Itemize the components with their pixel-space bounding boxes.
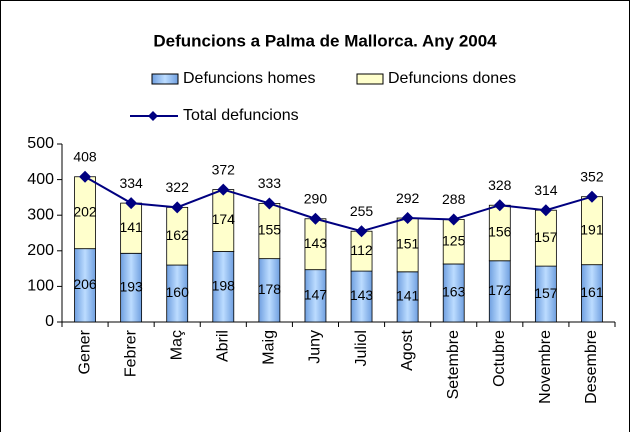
data-label: 191 bbox=[580, 221, 604, 237]
data-label: 174 bbox=[212, 211, 236, 227]
x-tick-label: Octubre bbox=[491, 330, 508, 387]
x-tick-label: Setembre bbox=[445, 330, 462, 399]
y-tick-label: 500 bbox=[27, 135, 54, 152]
data-label: 157 bbox=[534, 229, 558, 245]
x-tick-label: Febrer bbox=[122, 329, 139, 377]
data-label: 157 bbox=[534, 285, 558, 301]
data-label: 372 bbox=[212, 161, 236, 177]
line-marker bbox=[493, 199, 506, 212]
data-label: 156 bbox=[488, 224, 512, 240]
line-marker bbox=[585, 190, 598, 203]
data-label: 141 bbox=[396, 288, 420, 304]
data-label: 206 bbox=[73, 276, 97, 292]
x-tick-label: Agost bbox=[399, 329, 416, 370]
data-label: 161 bbox=[580, 284, 604, 300]
line-marker bbox=[217, 183, 230, 196]
data-label: 322 bbox=[166, 179, 190, 195]
data-label: 193 bbox=[119, 278, 143, 294]
line-marker bbox=[309, 212, 322, 225]
y-tick-label: 200 bbox=[27, 242, 54, 259]
x-tick-label: Juny bbox=[307, 330, 324, 364]
data-label: 255 bbox=[350, 203, 374, 219]
data-label: 202 bbox=[73, 203, 97, 219]
data-label: 328 bbox=[488, 177, 512, 193]
line-marker bbox=[355, 225, 368, 238]
data-label: 314 bbox=[534, 182, 558, 198]
line-marker bbox=[539, 204, 552, 217]
line-marker bbox=[171, 201, 184, 214]
line-marker bbox=[79, 170, 92, 183]
data-label: 334 bbox=[119, 175, 143, 191]
data-label: 147 bbox=[304, 287, 328, 303]
data-label: 163 bbox=[442, 284, 466, 300]
chart-title: Defuncions a Palma de Mallorca. Any 2004 bbox=[153, 31, 497, 50]
y-tick-label: 300 bbox=[27, 206, 54, 223]
data-label: 198 bbox=[212, 277, 236, 293]
x-tick-label: Maç bbox=[168, 330, 185, 360]
data-label: 288 bbox=[442, 191, 466, 207]
legend-label: Total defuncions bbox=[183, 107, 299, 124]
line-marker bbox=[125, 197, 138, 210]
legend-label: Defuncions dones bbox=[388, 70, 516, 87]
line-marker bbox=[401, 212, 414, 225]
data-label: 333 bbox=[258, 175, 282, 191]
data-label: 151 bbox=[396, 236, 420, 252]
x-tick-label: Abril bbox=[215, 330, 232, 362]
x-tick-label: Maig bbox=[261, 330, 278, 365]
x-tick-label: Gener bbox=[76, 329, 93, 374]
data-label: 160 bbox=[166, 284, 190, 300]
y-tick-label: 100 bbox=[27, 278, 54, 295]
data-label: 112 bbox=[350, 242, 373, 258]
line-marker bbox=[447, 213, 460, 226]
data-label: 141 bbox=[119, 219, 143, 235]
data-label: 290 bbox=[304, 190, 328, 206]
data-label: 292 bbox=[396, 190, 420, 206]
data-label: 155 bbox=[258, 222, 282, 238]
data-label: 172 bbox=[488, 282, 512, 298]
data-label: 162 bbox=[166, 227, 190, 243]
legend-label: Defuncions homes bbox=[183, 70, 316, 87]
x-tick-label: Novembre bbox=[537, 330, 554, 404]
data-label: 125 bbox=[442, 232, 466, 248]
x-tick-label: Juliol bbox=[353, 330, 370, 366]
line bbox=[84, 175, 593, 233]
y-tick-label: 400 bbox=[27, 171, 54, 188]
data-label: 408 bbox=[73, 148, 97, 164]
data-label: 178 bbox=[258, 281, 282, 297]
data-label: 352 bbox=[580, 168, 604, 184]
legend-swatch bbox=[151, 73, 179, 85]
data-label: 143 bbox=[350, 287, 374, 303]
y-tick-label: 0 bbox=[45, 313, 54, 330]
legend-marker bbox=[148, 111, 158, 121]
line-marker bbox=[263, 197, 276, 210]
data-label: 143 bbox=[304, 235, 328, 251]
x-tick-label: Desembre bbox=[583, 330, 600, 404]
legend-swatch bbox=[356, 73, 384, 85]
